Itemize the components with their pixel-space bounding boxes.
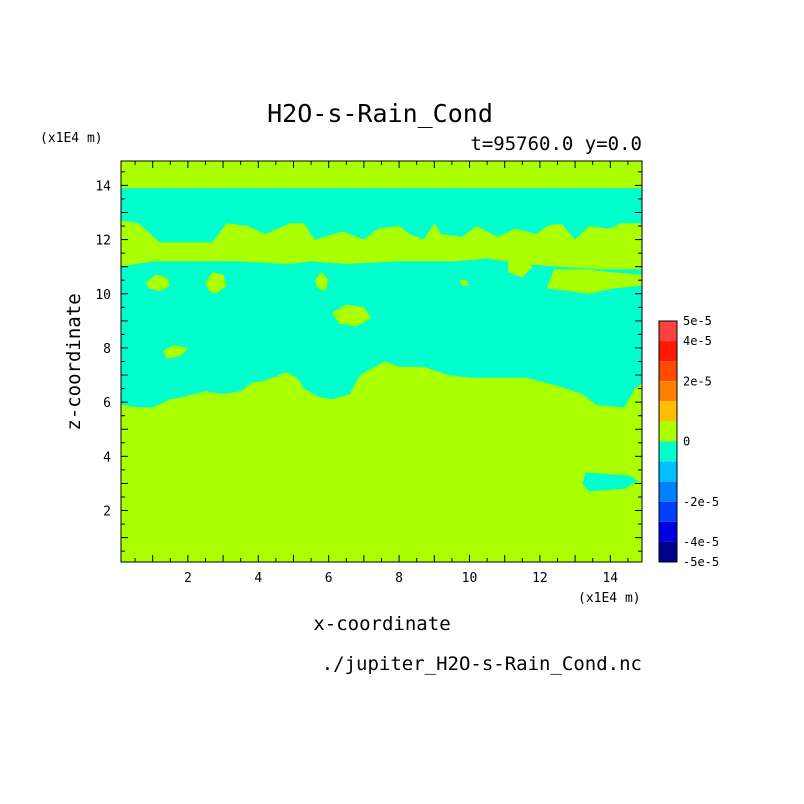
contour-region-green-strip-right	[575, 244, 642, 267]
x-tick-label: 6	[325, 571, 333, 586]
colorbar-swatch	[659, 321, 677, 342]
y-tick-label: 10	[95, 288, 111, 303]
x-tick-label: 12	[532, 571, 548, 586]
colorbar-label: -5e-5	[683, 555, 719, 569]
colorbar-swatch	[659, 541, 677, 562]
y-axis-title: z-coordinate	[63, 293, 85, 430]
colorbar-swatch	[659, 521, 677, 542]
colorbar-label: 2e-5	[683, 374, 712, 388]
y-tick-label: 2	[103, 505, 111, 520]
colorbar-swatch	[659, 461, 677, 482]
plot-area	[121, 161, 642, 562]
x-unit-label: (x1E4 m)	[578, 591, 641, 606]
contour-region-green-blob-2	[205, 272, 227, 294]
contour-region-cyan-blob-low	[582, 472, 639, 492]
colorbar-swatch	[659, 501, 677, 522]
x-axis-title: x-coordinate	[313, 613, 450, 635]
source-file-label: ./jupiter_H2O-s-Rain_Cond.nc	[322, 653, 642, 675]
contour-region-cyan-band-main	[121, 188, 642, 408]
colorbar-swatch	[659, 381, 677, 402]
colorbar-swatch	[659, 421, 677, 442]
y-tick-label: 4	[103, 450, 111, 465]
colorbar-label: 5e-5	[683, 314, 712, 328]
x-tick-label: 14	[602, 571, 618, 586]
contour-region-green-blob-7	[546, 269, 642, 294]
y-tick-label: 8	[103, 342, 111, 357]
colorbar-swatch	[659, 341, 677, 362]
colorbar: 5e-5 4e-5 2e-5 0 -2e-5 -4e-5 -5e-5	[658, 314, 719, 569]
colorbar-label: 0	[683, 435, 690, 449]
chart-subtitle: t=95760.0 y=0.0	[470, 133, 642, 155]
contour-region-green-blob-6	[508, 258, 533, 278]
colorbar-swatch	[659, 441, 677, 462]
x-tick-label: 4	[254, 571, 262, 586]
colorbar-swatch	[659, 361, 677, 382]
axes: 2 4 6 8 10 12 14 2 4 6 8 10 12 14	[95, 160, 643, 586]
contour-region-green-blob-4	[332, 304, 371, 327]
y-tick-label: 12	[95, 234, 111, 249]
x-tick-label: 8	[395, 571, 403, 586]
colorbar-label: -4e-5	[683, 535, 719, 549]
y-tick-label: 14	[95, 179, 111, 194]
contour-region-green-blob-8	[458, 280, 470, 286]
colorbar-label: 4e-5	[683, 334, 712, 348]
colorbar-label: -2e-5	[683, 495, 719, 509]
colorbar-swatch	[659, 481, 677, 502]
x-tick-label: 10	[462, 571, 478, 586]
contour-region-green-blob-1	[145, 274, 171, 292]
colorbar-frame	[658, 320, 678, 563]
y-unit-label: (x1E4 m)	[40, 131, 103, 146]
x-tick-label: 2	[184, 571, 192, 586]
colorbar-swatch	[659, 401, 677, 422]
chart-title: H2O-s-Rain_Cond	[267, 99, 493, 128]
y-tick-label: 6	[103, 396, 111, 411]
contour-region-green-blob-3	[314, 272, 329, 292]
contour-region-green-blob-5	[163, 345, 188, 359]
